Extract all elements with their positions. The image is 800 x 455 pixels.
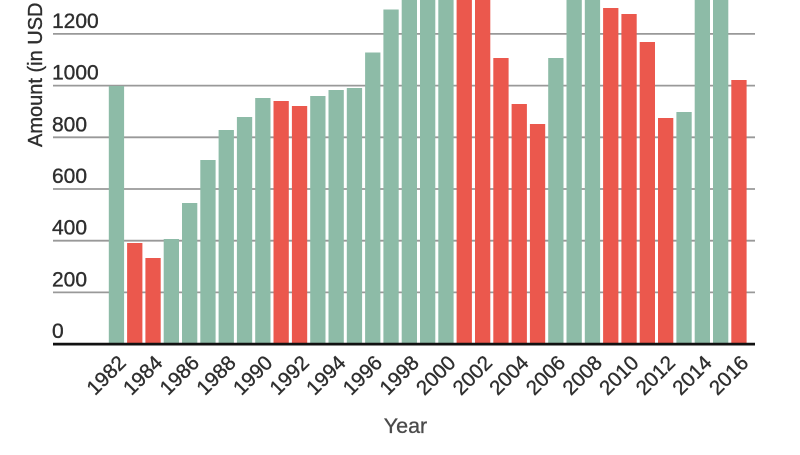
svg-text:Year: Year	[384, 414, 427, 438]
svg-text:1200: 1200	[52, 10, 99, 33]
svg-text:200: 200	[52, 268, 87, 291]
svg-text:600: 600	[52, 165, 87, 188]
svg-text:800: 800	[52, 113, 87, 136]
svg-text:0: 0	[52, 320, 64, 343]
svg-text:400: 400	[52, 217, 87, 240]
svg-text:Amount (in USD: Amount (in USD	[25, 3, 47, 148]
svg-text:1000: 1000	[52, 62, 99, 85]
